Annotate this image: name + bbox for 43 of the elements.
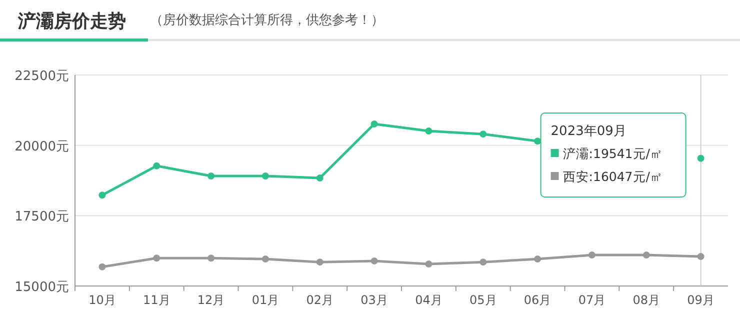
point xyxy=(316,258,324,266)
point xyxy=(425,127,432,134)
x-tick-label: 12月 xyxy=(197,293,225,307)
point xyxy=(425,260,432,268)
legend-title: 2023年09月 xyxy=(550,124,626,139)
y-tick-label: 15000元 xyxy=(14,280,69,295)
x-tick-label: 11月 xyxy=(142,293,170,307)
point xyxy=(480,130,487,138)
point xyxy=(534,255,542,262)
point xyxy=(480,258,487,266)
legend-label: 浐灞:19541元/㎡ xyxy=(562,146,663,161)
chart-title: 浐灞房价走势 xyxy=(17,11,126,32)
point xyxy=(262,172,269,180)
x-tick-label: 03月 xyxy=(360,293,388,307)
point xyxy=(98,192,106,199)
x-tick-label: 04月 xyxy=(415,293,442,307)
point xyxy=(153,162,160,170)
point xyxy=(370,120,378,128)
point xyxy=(534,138,542,145)
x-tick-label: 07月 xyxy=(578,293,606,307)
y-tick-label: 20000元 xyxy=(14,139,69,154)
point xyxy=(208,254,215,262)
point xyxy=(697,253,704,260)
point xyxy=(370,257,378,264)
x-tick-label: 02月 xyxy=(306,293,334,307)
point xyxy=(98,263,106,270)
point xyxy=(697,154,704,162)
x-tick-label: 06月 xyxy=(524,293,552,307)
y-tick-label: 22500元 xyxy=(14,69,69,84)
x-tick-label: 10月 xyxy=(88,293,116,307)
x-tick-label: 05月 xyxy=(469,293,497,307)
point xyxy=(642,252,650,259)
x-tick-label: 09月 xyxy=(687,293,714,307)
point xyxy=(262,255,269,262)
x-tick-label: 08月 xyxy=(632,293,660,307)
point xyxy=(316,174,324,182)
chart-subtitle: （房价数据综合计算所得，供您参考！） xyxy=(150,12,384,28)
legend-label: 西安:16047元/㎡ xyxy=(562,169,663,184)
y-tick-label: 17500元 xyxy=(14,210,69,225)
point xyxy=(153,254,160,262)
x-tick-label: 01月 xyxy=(252,293,280,307)
point xyxy=(208,172,215,180)
point xyxy=(588,252,596,259)
